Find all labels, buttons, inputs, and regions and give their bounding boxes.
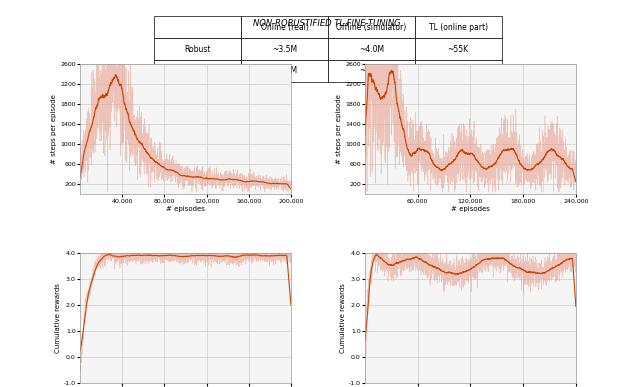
Text: NON-ROBUSTIFIED TL FINE-TUNING.: NON-ROBUSTIFIED TL FINE-TUNING. bbox=[253, 19, 403, 27]
Y-axis label: Cumulative rewards: Cumulative rewards bbox=[340, 283, 346, 353]
Y-axis label: Cumulative rewards: Cumulative rewards bbox=[55, 283, 61, 353]
X-axis label: # episodes: # episodes bbox=[451, 206, 490, 212]
X-axis label: # episodes: # episodes bbox=[166, 206, 205, 212]
Y-axis label: # steps per episode: # steps per episode bbox=[51, 94, 58, 164]
Y-axis label: # steps per episode: # steps per episode bbox=[336, 94, 342, 164]
